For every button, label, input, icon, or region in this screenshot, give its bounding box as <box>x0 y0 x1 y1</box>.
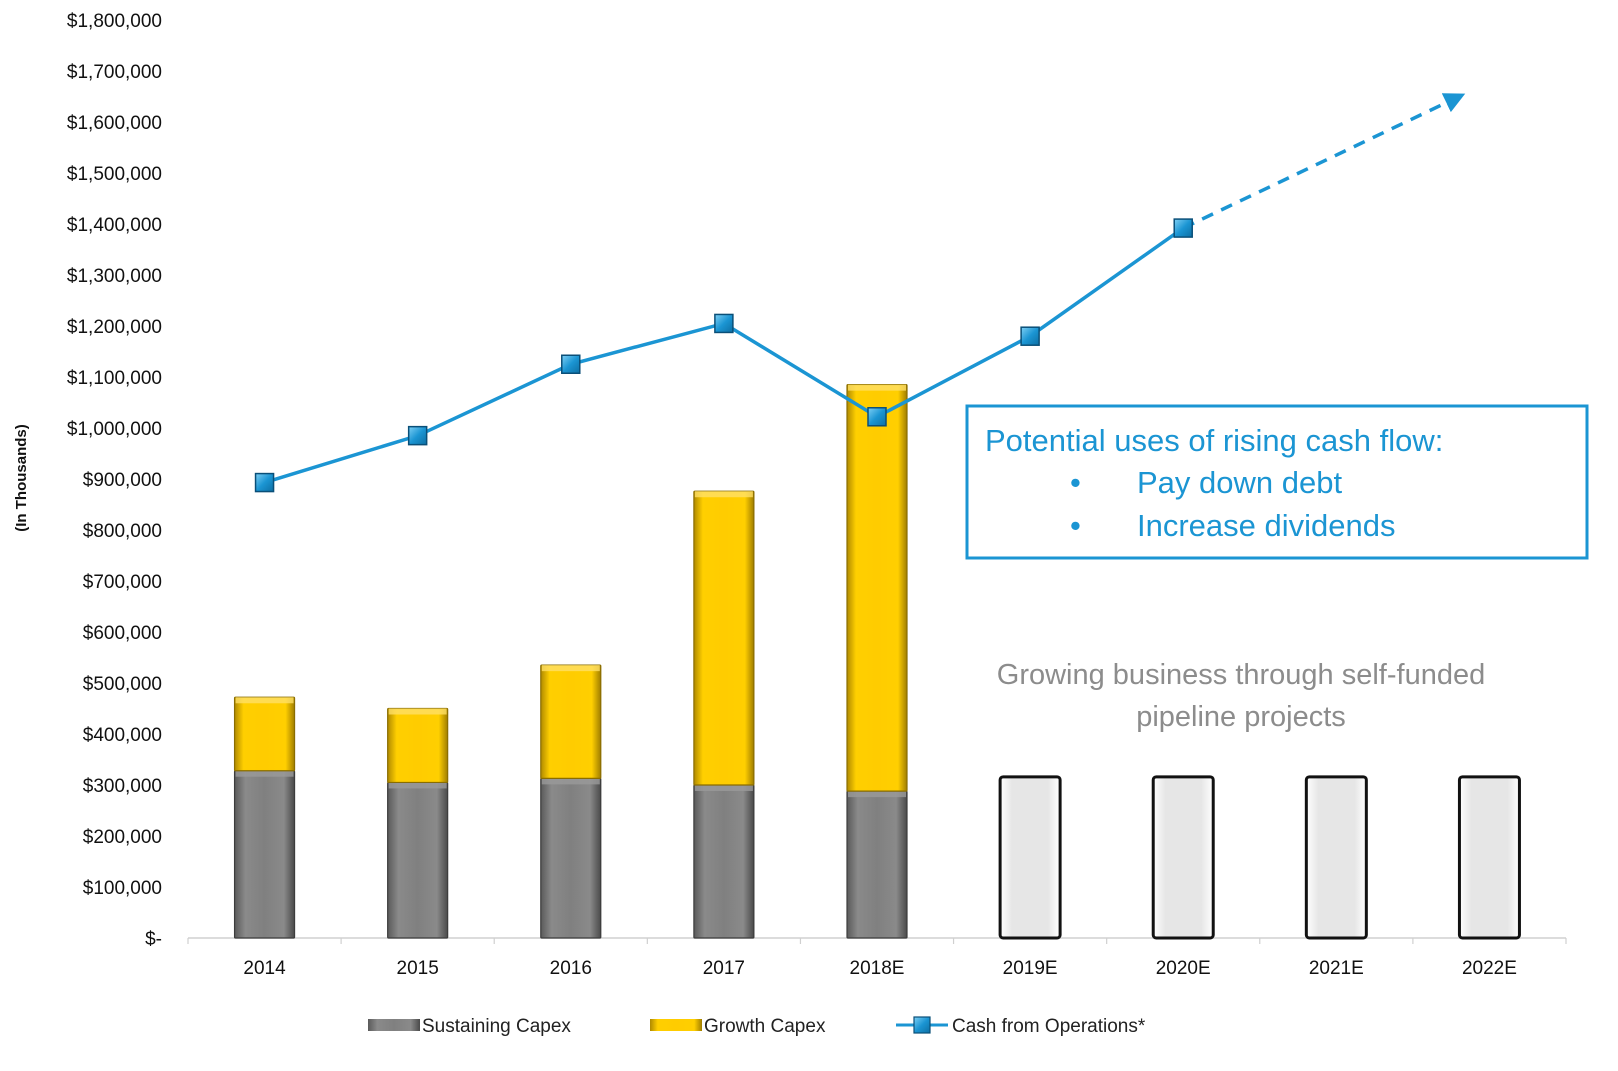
bar-bevel <box>848 384 906 391</box>
bar-projected <box>1304 775 1368 940</box>
bar-bevel <box>388 782 447 789</box>
y-tick-label: $1,100,000 <box>67 368 162 389</box>
x-tick-label: 2021E <box>1309 958 1364 979</box>
callout-bullet-2: Increase dividends <box>1137 508 1396 543</box>
y-tick-label: $1,400,000 <box>67 215 162 236</box>
legend: Sustaining Capex Growth Capex Cash from … <box>368 1016 1146 1037</box>
y-tick-label: $1,700,000 <box>67 62 162 83</box>
cash-point-marker <box>867 407 887 427</box>
y-axis-label: (In Thousands) <box>13 424 30 532</box>
bar-sustaining-capex <box>540 777 602 939</box>
y-tick-label: $400,000 <box>83 725 162 746</box>
cash-point-marker <box>714 313 734 334</box>
y-tick-label: $- <box>145 929 162 950</box>
bar-sustaining-capex <box>387 781 449 939</box>
projection-arrow <box>1182 93 1466 230</box>
bar-bevel <box>388 708 447 715</box>
bar-bevel <box>541 665 600 672</box>
legend-item-cash: Cash from Operations* <box>896 1016 1146 1037</box>
bar-sustaining-capex <box>233 770 296 939</box>
y-tick-label: $500,000 <box>83 674 162 695</box>
legend-label-sustaining: Sustaining Capex <box>422 1016 571 1037</box>
note-line-1: Growing business through self-funded <box>997 659 1485 691</box>
cash-point-marker <box>254 472 275 493</box>
y-tick-label: $600,000 <box>83 623 162 644</box>
callout-bullet-icon: • <box>1070 465 1081 500</box>
bar-projected <box>1457 775 1521 940</box>
bar-growth-capex <box>233 696 296 772</box>
x-tick-label: 2016 <box>550 958 592 979</box>
callout-bullet-1: Pay down debt <box>1137 465 1342 500</box>
y-tick-label: $1,600,000 <box>67 113 162 134</box>
callout-bullet-icon: • <box>1070 508 1081 543</box>
cash-point-marker <box>1173 218 1193 238</box>
y-tick-label: $200,000 <box>83 827 162 848</box>
x-tick-label: 2017 <box>703 958 745 979</box>
x-axis: 2014 2015 2016 2017 2018E 2019E 2020E 2021E 2022… <box>187 937 1567 979</box>
callout-box: Potential uses of rising cash flow: • Pa… <box>965 404 1589 560</box>
cash-line-layer <box>254 93 1466 493</box>
cash-point-marker <box>407 425 428 446</box>
legend-marker-icon <box>913 1016 931 1034</box>
x-tick-label: 2020E <box>1156 958 1211 979</box>
legend-item-growth: Growth Capex <box>650 1016 826 1037</box>
y-tick-label: $900,000 <box>83 470 162 491</box>
x-tick-label: 2014 <box>243 958 286 979</box>
note-line-2: pipeline projects <box>1136 701 1346 733</box>
bar-sustaining-capex <box>693 784 755 939</box>
bar-projected <box>1151 775 1215 940</box>
y-tick-label: $1,800,000 <box>67 11 162 32</box>
cash-point-marker <box>561 354 581 374</box>
bar-bevel <box>235 697 294 704</box>
y-tick-label: $1,200,000 <box>67 317 162 338</box>
y-tick-label: $1,300,000 <box>67 266 162 287</box>
y-tick-label: $1,500,000 <box>67 164 162 185</box>
y-tick-label: $100,000 <box>83 878 162 899</box>
note-text-block: Growing business through self-funded pip… <box>997 659 1485 733</box>
x-tick-label: 2018E <box>850 958 905 979</box>
legend-label-growth: Growth Capex <box>704 1016 826 1037</box>
legend-swatch-growth <box>650 1019 702 1031</box>
y-tick-label: $800,000 <box>83 521 162 542</box>
bar-sustaining-capex <box>846 790 908 939</box>
callout-title: Potential uses of rising cash flow: <box>985 423 1443 458</box>
x-tick-label: 2022E <box>1462 958 1517 979</box>
bar-bevel <box>541 778 600 785</box>
callout-border <box>965 404 1589 560</box>
legend-swatch-sustaining <box>368 1019 420 1031</box>
bar-bevel <box>694 491 753 498</box>
bar-bevel <box>694 785 753 791</box>
y-tick-label: $1,000,000 <box>67 419 162 440</box>
bar-growth-capex <box>846 384 908 792</box>
bar-bevel <box>848 791 906 798</box>
bar-layer <box>233 384 1521 940</box>
bar-bevel <box>235 770 294 777</box>
bar-growth-capex <box>387 707 449 784</box>
y-axis: $- $100,000 $200,000 $300,000 $400,000 $500,0… <box>67 11 162 950</box>
cash-point-marker <box>1020 326 1040 346</box>
bar-growth-capex <box>693 490 755 786</box>
bar-growth-capex <box>540 664 602 779</box>
x-tick-label: 2019E <box>1003 958 1058 979</box>
y-tick-label: $300,000 <box>83 776 162 797</box>
y-tick-label: $700,000 <box>83 572 162 593</box>
x-tick-label: 2015 <box>397 958 439 979</box>
legend-label-cash: Cash from Operations* <box>952 1016 1146 1037</box>
legend-item-sustaining: Sustaining Capex <box>368 1016 571 1037</box>
bar-projected <box>998 775 1062 940</box>
